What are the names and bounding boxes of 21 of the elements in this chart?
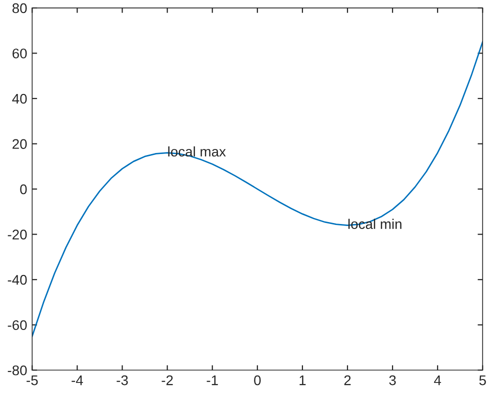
x-tick-label: 0 [254,375,261,386]
line-series [32,41,483,337]
x-tick-label: -5 [26,376,38,386]
y-tick-label: -60 [8,320,27,330]
y-tick-label: -40 [8,274,27,285]
x-tick-label: 1 [300,376,306,386]
y-tick-label: -80 [8,365,27,376]
y-tick-label: 20 [12,139,27,149]
x-tick-label: 4 [434,376,442,386]
y-tick-label: -20 [8,230,27,240]
y-tick-label: 0 [20,184,27,194]
x-tick-label: 5 [479,376,486,386]
x-tick-label: -2 [162,375,173,386]
y-tick-label: 80 [12,3,27,14]
y-tick-label: 60 [12,48,27,58]
x-tick-label: -3 [116,375,128,386]
x-tick-label: -4 [72,376,83,386]
y-tick-label: 40 [12,94,27,104]
x-tick-label: 3 [389,375,396,386]
x-tick-label: -1 [206,376,218,386]
x-tick-label: 2 [344,375,351,386]
